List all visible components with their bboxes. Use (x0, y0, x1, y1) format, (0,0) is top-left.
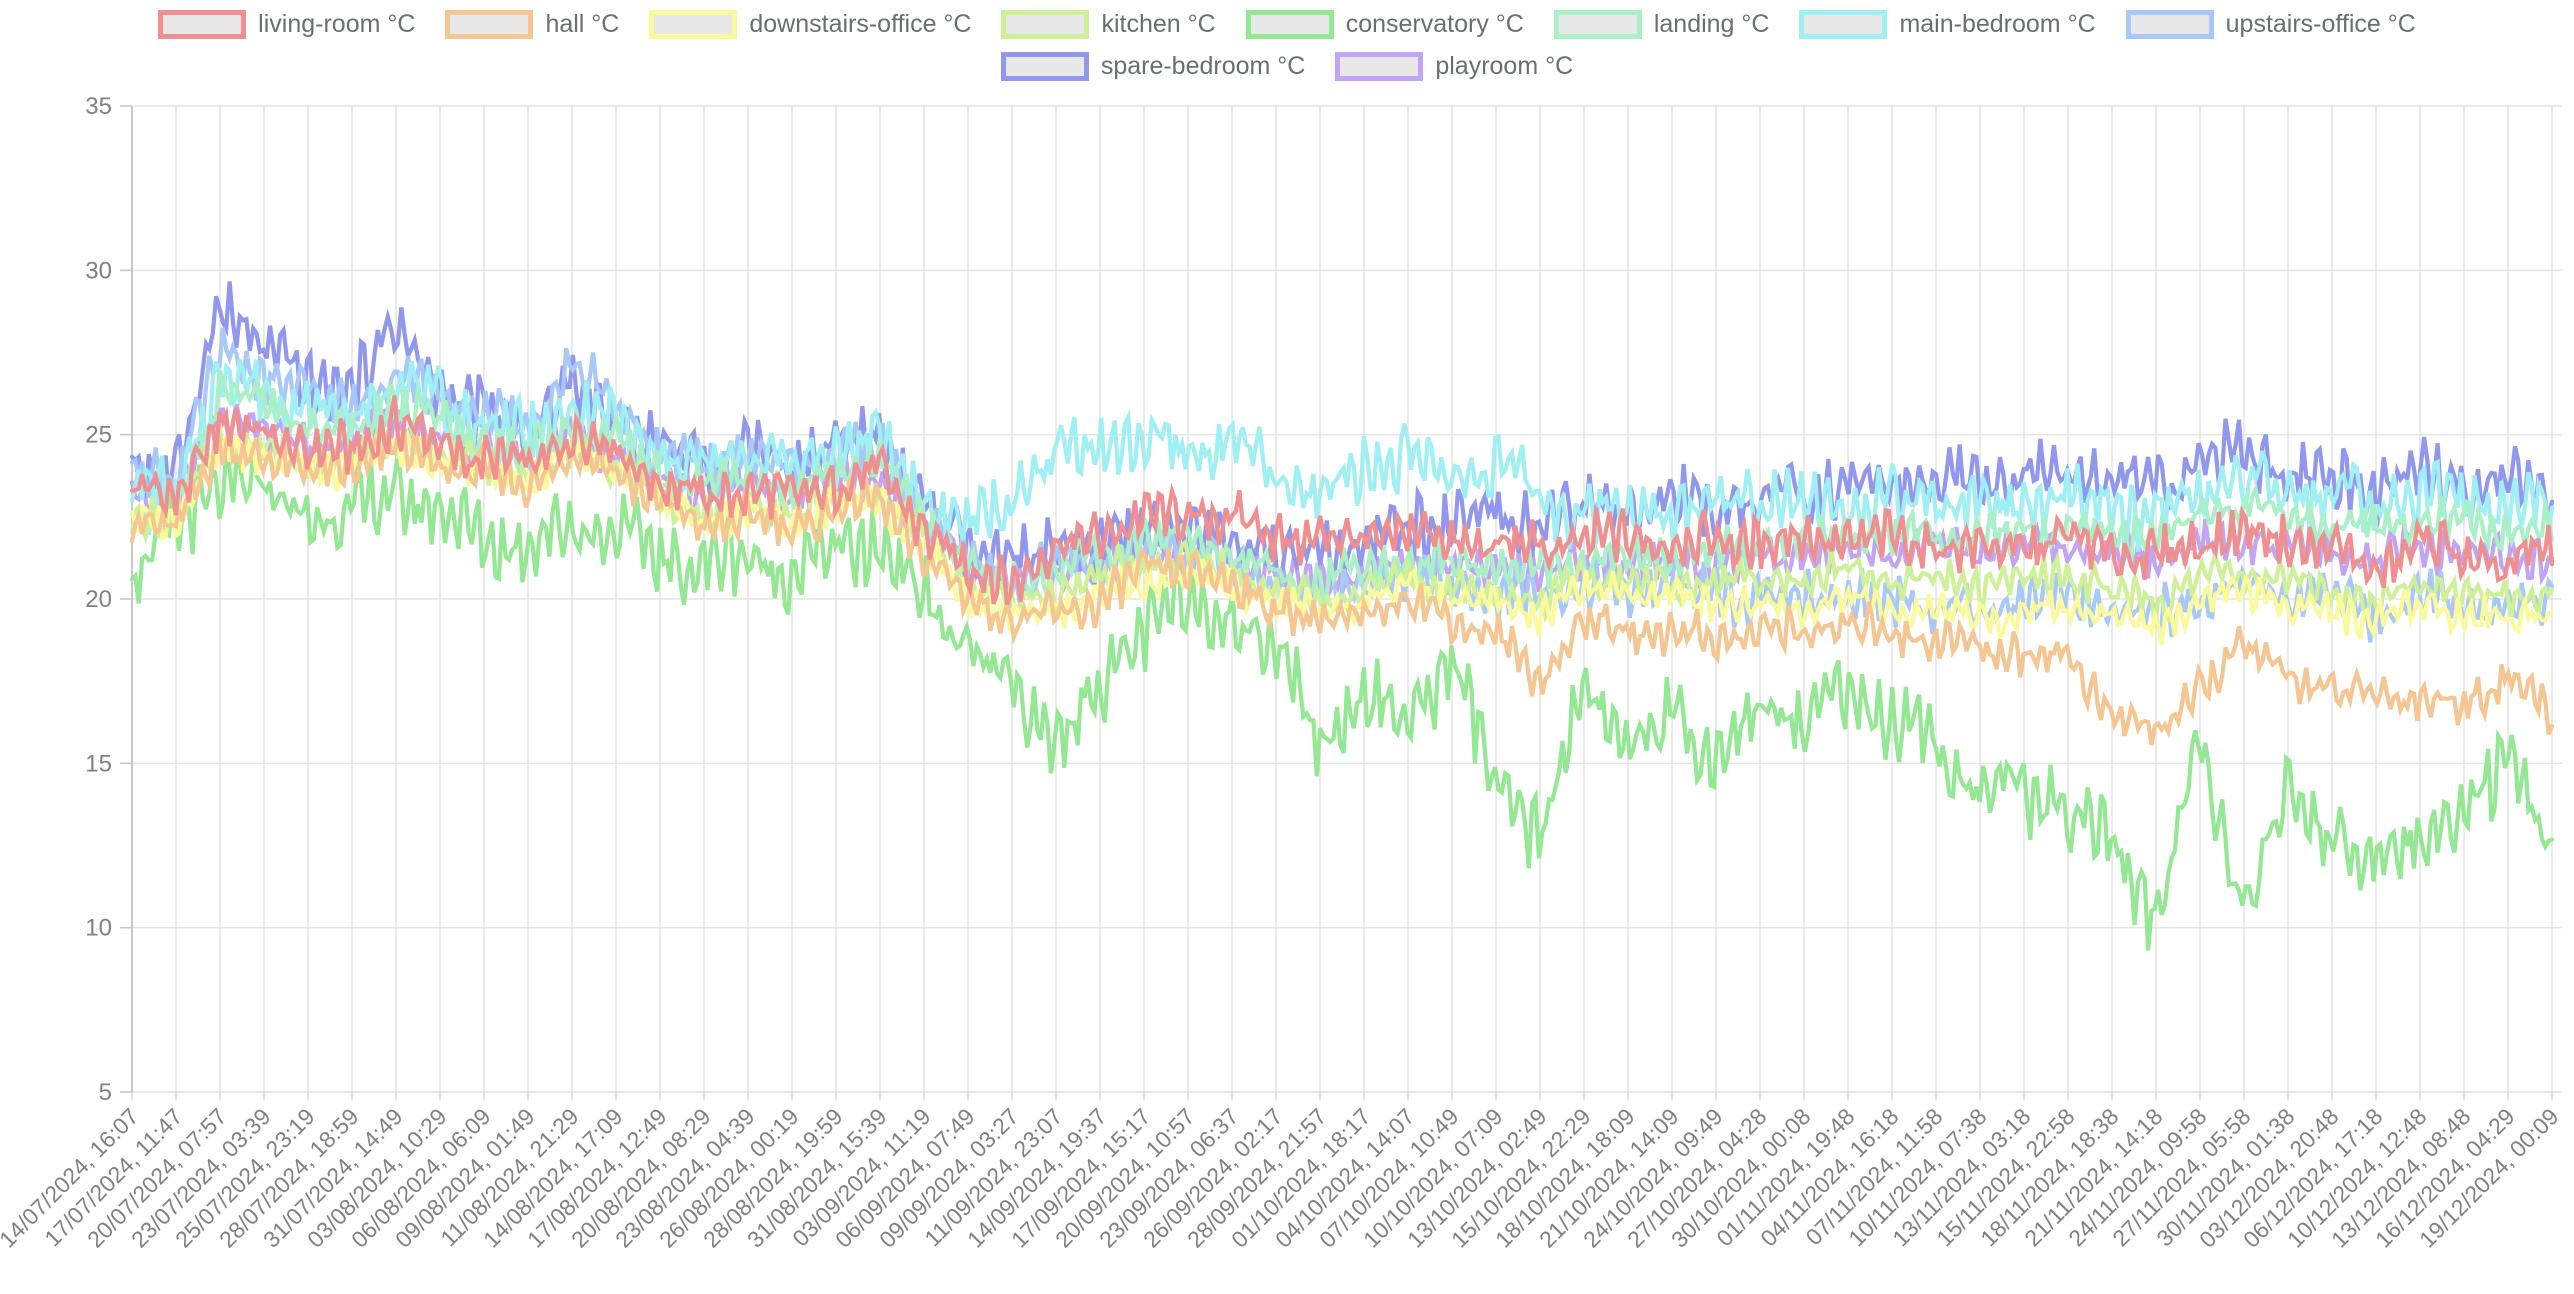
legend-item-main-bedroom[interactable]: main-bedroom °C (1799, 10, 2096, 39)
legend-item-spare-bedroom[interactable]: spare-bedroom °C (1000, 52, 1306, 81)
y-axis-label: 5 (99, 1079, 112, 1106)
legend-swatch-icon (1799, 10, 1888, 39)
legend-label: downstairs-office °C (749, 10, 972, 38)
legend-item-playroom[interactable]: playroom °C (1335, 52, 1573, 81)
legend-swatch-icon (1553, 10, 1642, 39)
legend-swatch-icon (158, 10, 247, 39)
legend-swatch-icon (1335, 52, 1424, 81)
y-axis-label: 15 (85, 750, 112, 777)
legend-item-landing[interactable]: landing °C (1553, 10, 1770, 39)
chart-legend: living-room °C hall °C downstairs-office °… (0, 10, 2574, 81)
legend-label: hall °C (545, 10, 620, 38)
legend-label: living-room °C (258, 10, 416, 38)
legend-label: conservatory °C (1345, 10, 1524, 38)
legend-label: playroom °C (1435, 52, 1574, 80)
legend-item-upstairs-office[interactable]: upstairs-office °C (2125, 10, 2416, 39)
legend-item-living-room[interactable]: living-room °C (158, 10, 415, 39)
y-axis-label: 10 (85, 915, 112, 942)
legend-label: kitchen °C (1101, 10, 1216, 38)
legend-label: main-bedroom °C (1899, 10, 2096, 38)
series-line-living-room (129, 395, 2555, 606)
legend-swatch-icon (649, 10, 738, 39)
series-line-kitchen (129, 422, 2555, 628)
legend-label: upstairs-office °C (2225, 10, 2416, 38)
legend-item-hall[interactable]: hall °C (445, 10, 619, 39)
legend-label: spare-bedroom °C (1100, 52, 1306, 80)
legend-swatch-icon (1245, 10, 1334, 39)
y-axis-label: 35 (85, 93, 112, 120)
legend-item-conservatory[interactable]: conservatory °C (1245, 10, 1524, 39)
legend-swatch-icon (1001, 10, 1090, 39)
series-line-conservatory (129, 447, 2555, 951)
legend-label: landing °C (1653, 10, 1770, 38)
y-axis-label: 25 (85, 422, 112, 449)
legend-item-downstairs-office[interactable]: downstairs-office °C (649, 10, 971, 39)
y-axis-label: 30 (85, 257, 112, 284)
y-axis-label: 20 (85, 586, 112, 613)
legend-item-kitchen[interactable]: kitchen °C (1001, 10, 1216, 39)
legend-swatch-icon (445, 10, 534, 39)
legend-swatch-icon (2125, 10, 2214, 39)
legend-swatch-icon (1000, 52, 1089, 81)
